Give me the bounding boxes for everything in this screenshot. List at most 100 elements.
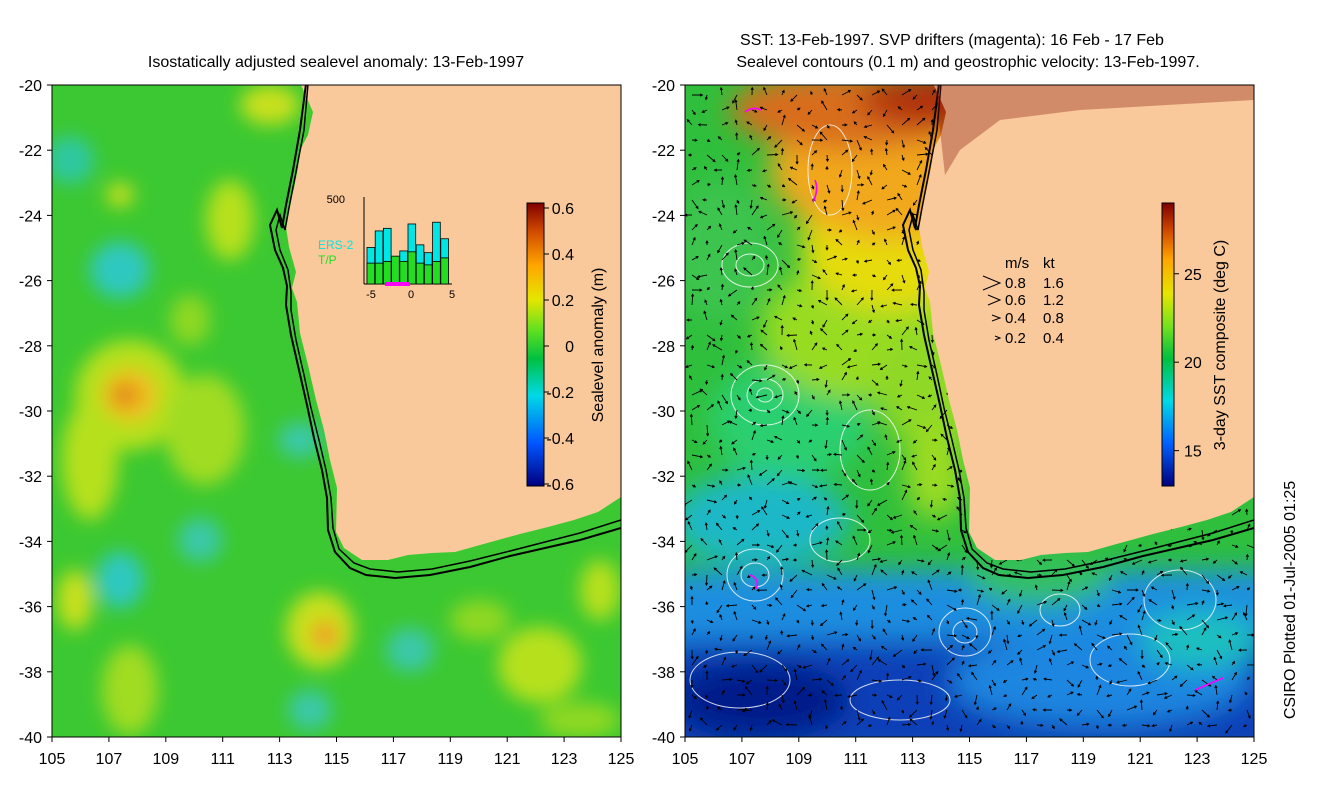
velocity-arrow <box>781 613 786 621</box>
velocity-arrow <box>689 585 694 591</box>
velocity-arrow <box>838 400 843 411</box>
velocity-arrow <box>1036 645 1047 651</box>
velocity-arrow <box>696 274 708 279</box>
velocity-arrow <box>764 634 768 641</box>
velocity-arrow <box>901 459 907 471</box>
velocity-arrow <box>1006 619 1010 625</box>
velocity-arrow <box>825 245 829 251</box>
velocity-arrow <box>706 139 711 142</box>
velocity-arrow <box>841 358 852 366</box>
velocity-arrow <box>721 555 726 561</box>
velocity-arrow <box>796 124 806 132</box>
velocity-arrow <box>763 319 768 328</box>
y-tick-label: -26 <box>19 274 42 291</box>
velocity-arrow <box>817 300 828 306</box>
velocity-arrow <box>914 326 918 336</box>
velocity-arrow <box>946 589 958 593</box>
velocity-arrow <box>761 573 768 577</box>
velocity-arrow <box>789 166 798 171</box>
velocity-arrow <box>751 421 757 426</box>
velocity-arrow <box>745 679 753 685</box>
velocity-arrow <box>856 297 864 306</box>
velocity-arrow <box>946 604 957 611</box>
velocity-arrow <box>1151 723 1158 728</box>
velocity-arrow <box>727 289 738 297</box>
velocity-key-arrow <box>982 275 1002 291</box>
velocity-arrow <box>1214 684 1218 696</box>
velocity-arrow <box>735 514 739 520</box>
velocity-arrow <box>853 349 858 352</box>
velocity-arrow <box>1150 586 1158 591</box>
velocity-arrow <box>856 434 864 441</box>
velocity-arrow <box>855 619 859 627</box>
velocity-arrow <box>1211 675 1218 681</box>
velocity-arrow <box>732 94 738 104</box>
velocity-arrow <box>1036 600 1048 606</box>
velocity-arrow <box>706 364 716 369</box>
velocity-arrow <box>896 406 903 411</box>
velocity-arrow <box>912 616 918 621</box>
velocity-arrow <box>749 459 753 471</box>
velocity-arrow <box>856 332 864 336</box>
velocity-arrow <box>931 483 938 487</box>
velocity-arrow <box>825 525 829 531</box>
velocity-arrow <box>734 204 738 216</box>
velocity-arrow <box>1201 529 1205 541</box>
velocity-arrow <box>1001 589 1008 595</box>
velocity-arrow <box>916 174 922 186</box>
velocity-arrow <box>1081 604 1088 610</box>
velocity-arrow <box>1228 639 1233 651</box>
x-tick-label: 113 <box>267 751 293 768</box>
velocity-arrow <box>713 567 723 576</box>
velocity-arrow <box>931 514 937 518</box>
velocity-arrow <box>779 266 783 276</box>
velocity-arrow <box>912 199 918 206</box>
velocity-arrow <box>841 513 847 517</box>
velocity-arrow <box>988 587 993 591</box>
velocity-arrow <box>810 280 814 291</box>
velocity-arrow <box>780 629 784 636</box>
colorbar-tick-label: 20 <box>1184 355 1202 372</box>
velocity-arrow <box>961 619 968 629</box>
velocity-arrow <box>823 497 828 501</box>
velocity-arrow <box>711 344 723 351</box>
velocity-arrow <box>765 701 770 711</box>
velocity-arrow <box>1042 708 1052 712</box>
inset-histogram: 500 -5 0 5 ERS-2 T/P <box>318 194 455 301</box>
velocity-arrow <box>1126 705 1138 711</box>
velocity-arrow <box>901 117 911 126</box>
velocity-arrow <box>908 709 918 718</box>
velocity-arrow <box>749 134 753 141</box>
velocity-arrow <box>1018 589 1023 598</box>
velocity-arrow <box>846 364 858 369</box>
velocity-arrow <box>1066 691 1074 696</box>
colorbar-tick-label: -0.2 <box>546 385 574 402</box>
velocity-arrow <box>766 544 775 548</box>
velocity-arrow <box>706 484 716 488</box>
velocity-arrow <box>734 119 738 126</box>
velocity-arrow <box>719 634 723 642</box>
velocity-arrow <box>871 679 883 683</box>
velocity-arrow <box>717 400 723 411</box>
velocity-arrow <box>901 722 912 727</box>
velocity-arrow <box>796 269 800 276</box>
velocity-arrow <box>720 176 725 186</box>
velocity-arrow <box>691 199 699 210</box>
velocity-arrow <box>781 499 790 505</box>
velocity-arrow <box>705 379 709 386</box>
velocity-arrow <box>691 138 698 142</box>
velocity-arrow <box>781 557 790 561</box>
velocity-arrow <box>705 240 709 245</box>
velocity-arrow <box>916 589 922 595</box>
velocity-arrow <box>856 239 860 246</box>
velocity-arrow <box>1096 604 1101 607</box>
velocity-arrow <box>706 183 712 187</box>
velocity-arrow <box>1006 598 1011 606</box>
velocity-arrow <box>796 619 800 624</box>
velocity-arrow <box>805 604 813 608</box>
velocity-arrow <box>1108 709 1113 718</box>
velocity-arrow <box>931 544 939 550</box>
velocity-arrow <box>728 420 738 426</box>
velocity-arrow <box>1111 632 1123 636</box>
velocity-arrow <box>781 514 791 519</box>
